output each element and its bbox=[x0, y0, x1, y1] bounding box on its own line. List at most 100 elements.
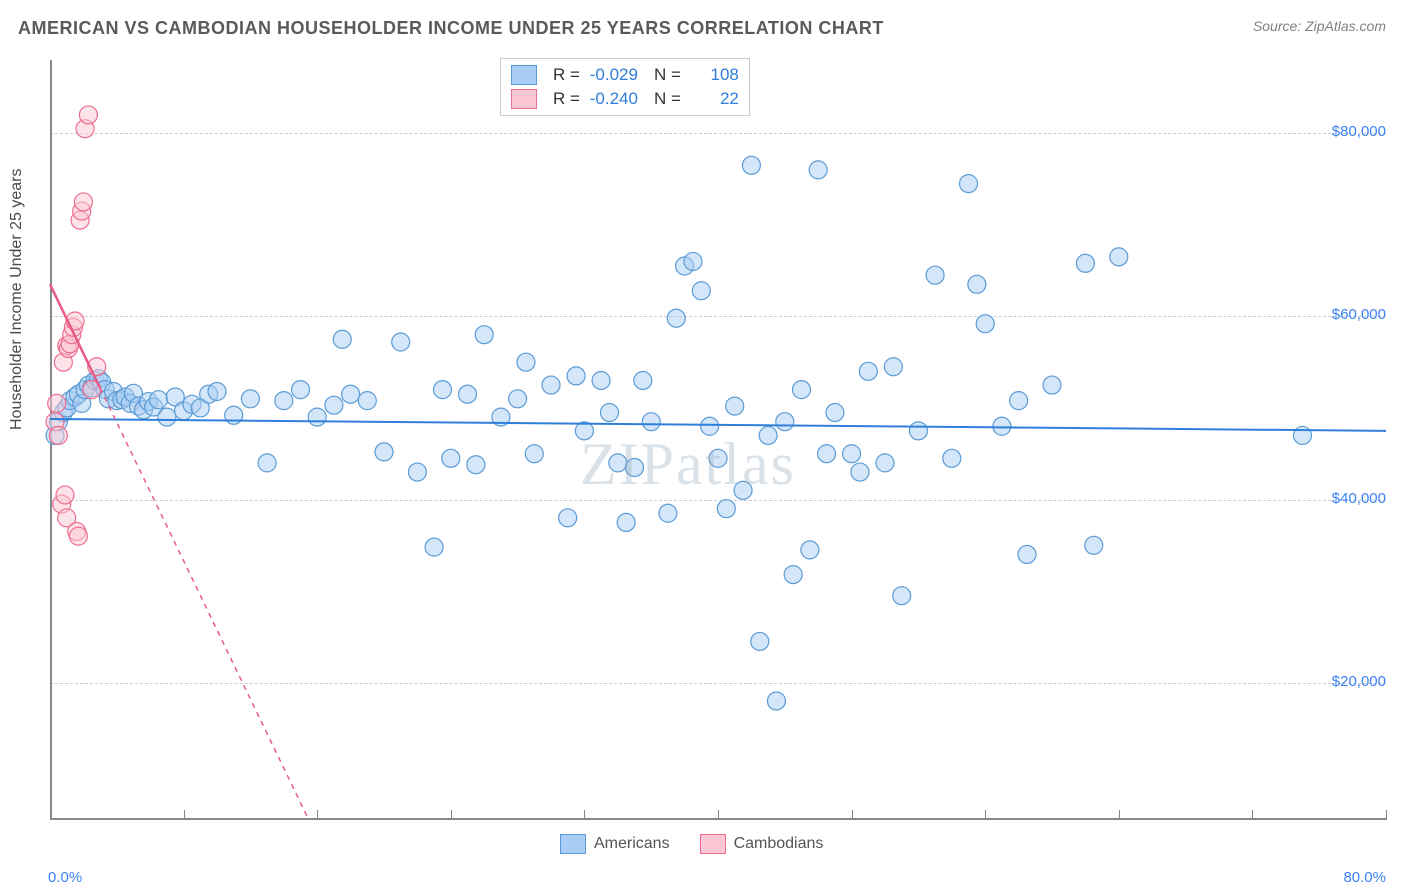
data-point bbox=[717, 500, 735, 518]
data-point bbox=[742, 156, 760, 174]
data-point bbox=[843, 445, 861, 463]
data-point bbox=[241, 390, 259, 408]
data-point bbox=[1018, 545, 1036, 563]
data-point bbox=[292, 381, 310, 399]
n-label: N = bbox=[654, 89, 681, 109]
data-point bbox=[701, 417, 719, 435]
data-point bbox=[509, 390, 527, 408]
data-point bbox=[79, 106, 97, 124]
data-point bbox=[375, 443, 393, 461]
legend-label-cambodians: Cambodians bbox=[734, 835, 824, 853]
data-point bbox=[968, 275, 986, 293]
trend-line-cambodians-solid bbox=[50, 284, 100, 388]
data-point bbox=[408, 463, 426, 481]
r-value-americans: -0.029 bbox=[588, 65, 638, 85]
data-point bbox=[1043, 376, 1061, 394]
data-point bbox=[876, 454, 894, 472]
r-label: R = bbox=[553, 89, 580, 109]
swatch-cambodians bbox=[511, 89, 537, 109]
data-point bbox=[784, 566, 802, 584]
data-point bbox=[208, 382, 226, 400]
data-point bbox=[893, 587, 911, 605]
data-point bbox=[909, 422, 927, 440]
data-point bbox=[459, 385, 477, 403]
data-point bbox=[634, 371, 652, 389]
source-attribution: Source: ZipAtlas.com bbox=[1253, 18, 1386, 34]
data-point bbox=[692, 282, 710, 300]
y-axis-label: Householder Income Under 25 years bbox=[8, 169, 26, 430]
data-point bbox=[275, 392, 293, 410]
data-point bbox=[74, 193, 92, 211]
data-point bbox=[859, 362, 877, 380]
legend-correlation: R = -0.029 N = 108 R = -0.240 N = 22 bbox=[500, 58, 750, 116]
data-point bbox=[851, 463, 869, 481]
data-point bbox=[48, 394, 66, 412]
data-point bbox=[809, 161, 827, 179]
data-point bbox=[793, 381, 811, 399]
data-point bbox=[667, 309, 685, 327]
legend-row-americans: R = -0.029 N = 108 bbox=[511, 63, 739, 87]
data-point bbox=[734, 481, 752, 499]
data-point bbox=[976, 315, 994, 333]
legend-item-cambodians: Cambodians bbox=[700, 834, 824, 854]
data-point bbox=[609, 454, 627, 472]
x-tick-mark bbox=[1386, 810, 1387, 820]
data-point bbox=[1076, 254, 1094, 272]
legend-series: Americans Cambodians bbox=[560, 834, 823, 854]
data-point bbox=[442, 449, 460, 467]
data-point bbox=[425, 538, 443, 556]
data-point bbox=[567, 367, 585, 385]
data-point bbox=[467, 456, 485, 474]
data-point bbox=[69, 527, 87, 545]
data-point bbox=[960, 175, 978, 193]
swatch-americans bbox=[511, 65, 537, 85]
chart-title: AMERICAN VS CAMBODIAN HOUSEHOLDER INCOME… bbox=[18, 18, 884, 39]
legend-item-americans: Americans bbox=[560, 834, 670, 854]
data-point bbox=[884, 358, 902, 376]
data-point bbox=[759, 426, 777, 444]
data-point bbox=[617, 513, 635, 531]
data-point bbox=[801, 541, 819, 559]
data-point bbox=[592, 371, 610, 389]
data-point bbox=[475, 326, 493, 344]
data-point bbox=[308, 408, 326, 426]
data-point bbox=[600, 404, 618, 422]
data-point bbox=[49, 426, 67, 444]
data-point bbox=[826, 404, 844, 422]
data-point bbox=[258, 454, 276, 472]
data-point bbox=[158, 408, 176, 426]
data-point bbox=[926, 266, 944, 284]
data-point bbox=[1085, 536, 1103, 554]
data-point bbox=[943, 449, 961, 467]
r-value-cambodians: -0.240 bbox=[588, 89, 638, 109]
data-point bbox=[433, 381, 451, 399]
swatch-americans-bottom bbox=[560, 834, 586, 854]
data-point bbox=[56, 486, 74, 504]
data-point bbox=[776, 413, 794, 431]
data-point bbox=[342, 385, 360, 403]
data-point bbox=[542, 376, 560, 394]
data-point bbox=[767, 692, 785, 710]
x-tick-min: 0.0% bbox=[48, 869, 82, 886]
data-point bbox=[684, 252, 702, 270]
data-point bbox=[626, 458, 644, 476]
data-point bbox=[325, 396, 343, 414]
n-label: N = bbox=[654, 65, 681, 85]
data-point bbox=[517, 353, 535, 371]
legend-label-americans: Americans bbox=[594, 835, 670, 853]
data-point bbox=[993, 417, 1011, 435]
data-point bbox=[525, 445, 543, 463]
data-point bbox=[559, 509, 577, 527]
data-point bbox=[333, 330, 351, 348]
data-point bbox=[751, 632, 769, 650]
data-point bbox=[392, 333, 410, 351]
data-point bbox=[150, 391, 168, 409]
data-point bbox=[726, 397, 744, 415]
data-point bbox=[659, 504, 677, 522]
data-point bbox=[1010, 392, 1028, 410]
r-label: R = bbox=[553, 65, 580, 85]
data-point bbox=[709, 449, 727, 467]
x-tick-max: 80.0% bbox=[1343, 869, 1386, 886]
n-value-americans: 108 bbox=[689, 65, 739, 85]
data-point bbox=[1110, 248, 1128, 266]
